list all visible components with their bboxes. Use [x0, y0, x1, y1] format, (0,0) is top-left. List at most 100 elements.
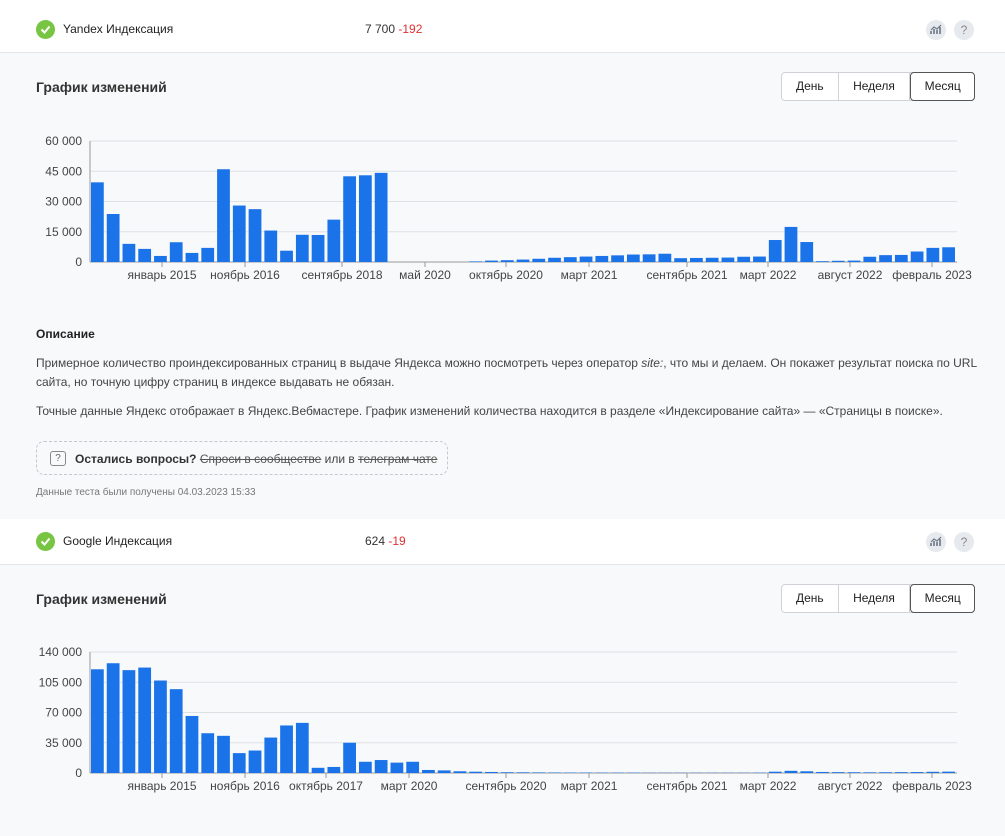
yandex-chart-bar[interactable] — [768, 240, 782, 262]
yandex-chart-bar[interactable] — [847, 260, 861, 262]
telegram-link[interactable]: телеграм чате — [358, 452, 438, 466]
google-chart-bar[interactable] — [847, 772, 861, 773]
google-chart-bar[interactable] — [374, 760, 388, 773]
yandex-chart-bar[interactable] — [705, 257, 719, 262]
yandex-chart-bar[interactable] — [942, 247, 955, 262]
yandex-chart-bar[interactable] — [532, 258, 546, 262]
yandex-chart-bar[interactable] — [280, 250, 293, 262]
yandex-chart-bar[interactable] — [122, 243, 136, 262]
google-chart-bar[interactable] — [768, 771, 782, 773]
yandex-chart-bar[interactable] — [784, 226, 798, 262]
yandex-chart-bar[interactable] — [910, 251, 924, 262]
yandex-chart-bar[interactable] — [800, 242, 814, 262]
google-chart-bar[interactable] — [138, 667, 152, 773]
yandex-chart-bar[interactable] — [674, 258, 688, 262]
google-chart-bar[interactable] — [185, 715, 199, 773]
google-chart-bar[interactable] — [106, 663, 120, 773]
community-link[interactable]: Спроси в сообществе — [199, 452, 322, 466]
yandex-chart-bar[interactable] — [106, 214, 120, 262]
google-chart-bar[interactable] — [264, 737, 278, 773]
yandex-chart-bar[interactable] — [611, 255, 624, 262]
yandex-period-month[interactable]: Месяц — [910, 72, 975, 101]
yandex-chart-bar[interactable] — [154, 255, 167, 262]
yandex-chart-bar[interactable] — [626, 254, 640, 262]
yandex-chart-bar[interactable] — [217, 169, 230, 262]
google-chart-bar[interactable] — [295, 722, 309, 773]
google-chart-bar[interactable] — [548, 772, 561, 773]
google-chart-bar[interactable] — [422, 769, 435, 773]
chart-icon[interactable] — [926, 532, 946, 552]
google-period-day[interactable]: День — [782, 585, 839, 612]
google-chart-bar[interactable] — [500, 772, 514, 773]
google-chart-bar[interactable] — [469, 771, 483, 773]
google-chart-bar[interactable] — [516, 772, 530, 773]
google-chart-bar[interactable] — [358, 761, 372, 773]
yandex-chart-bar[interactable] — [879, 255, 892, 262]
google-chart-bar[interactable] — [910, 772, 924, 773]
help-icon[interactable]: ? — [954, 20, 974, 40]
yandex-chart-bar[interactable] — [563, 257, 577, 262]
google-chart-bar[interactable] — [122, 670, 136, 773]
google-chart-bar[interactable] — [800, 771, 814, 773]
google-chart-bar[interactable] — [169, 689, 183, 773]
yandex-chart-bar[interactable] — [374, 172, 388, 262]
google-chart-bar[interactable] — [784, 770, 798, 773]
yandex-chart-bar[interactable] — [169, 242, 183, 262]
google-chart-bar[interactable] — [485, 771, 498, 773]
google-chart-bar[interactable] — [406, 761, 420, 773]
google-chart-bar[interactable] — [437, 770, 451, 773]
yandex-chart-bar[interactable] — [690, 257, 703, 262]
google-chart-bar[interactable] — [390, 762, 404, 773]
google-chart-bar[interactable] — [248, 750, 262, 773]
google-chart-bar[interactable] — [280, 725, 293, 773]
yandex-chart-bar[interactable] — [343, 176, 356, 262]
chart-icon[interactable] — [926, 20, 946, 40]
yandex-period-day[interactable]: День — [782, 73, 839, 100]
yandex-chart-bar[interactable] — [500, 260, 514, 262]
yandex-chart-bar[interactable] — [185, 252, 199, 262]
google-period-month[interactable]: Месяц — [910, 584, 975, 613]
yandex-chart-bar[interactable] — [264, 230, 278, 262]
google-chart-bar[interactable] — [863, 772, 877, 773]
yandex-chart-bar[interactable] — [201, 247, 215, 262]
yandex-chart-bar[interactable] — [548, 257, 561, 262]
yandex-period-week[interactable]: Неделя — [839, 73, 911, 100]
google-chart-bar[interactable] — [831, 772, 845, 773]
google-chart-bar[interactable] — [311, 767, 325, 773]
yandex-chart-bar[interactable] — [295, 234, 309, 262]
yandex-chart-bar[interactable] — [311, 234, 325, 262]
google-chart-bar[interactable] — [201, 733, 215, 773]
yandex-chart-bar[interactable] — [469, 261, 483, 262]
yandex-chart-bar[interactable] — [248, 209, 262, 262]
yandex-chart-bar[interactable] — [894, 254, 908, 262]
yandex-chart-bar[interactable] — [595, 255, 609, 262]
google-chart-bar[interactable] — [453, 771, 467, 773]
yandex-chart-bar[interactable] — [358, 175, 372, 262]
yandex-chart-bar[interactable] — [327, 219, 341, 262]
google-chart-bar[interactable] — [154, 680, 167, 773]
yandex-chart-bar[interactable] — [816, 261, 829, 262]
yandex-chart-bar[interactable] — [737, 256, 751, 262]
google-chart-bar[interactable] — [217, 735, 230, 773]
google-chart-bar[interactable] — [926, 771, 940, 773]
yandex-chart-bar[interactable] — [926, 247, 940, 262]
yandex-chart-bar[interactable] — [485, 260, 498, 262]
google-chart-bar[interactable] — [816, 771, 829, 773]
help-icon[interactable]: ? — [954, 532, 974, 552]
yandex-chart-bar[interactable] — [831, 260, 845, 262]
google-chart-bar[interactable] — [879, 772, 892, 773]
google-chart-bar[interactable] — [532, 772, 546, 773]
google-period-week[interactable]: Неделя — [839, 585, 911, 612]
yandex-chart-bar[interactable] — [753, 256, 766, 262]
yandex-chart-bar[interactable] — [863, 256, 877, 262]
google-chart-bar[interactable] — [91, 669, 104, 773]
google-chart-bar[interactable] — [894, 772, 908, 773]
yandex-chart-bar[interactable] — [721, 257, 735, 262]
yandex-chart-bar[interactable] — [138, 248, 152, 262]
yandex-chart-bar[interactable] — [642, 254, 656, 262]
yandex-chart-bar[interactable] — [516, 259, 530, 262]
google-chart-bar[interactable] — [327, 766, 341, 773]
google-chart-bar[interactable] — [343, 742, 356, 773]
yandex-chart-bar[interactable] — [91, 182, 104, 262]
yandex-chart-bar[interactable] — [579, 256, 593, 262]
